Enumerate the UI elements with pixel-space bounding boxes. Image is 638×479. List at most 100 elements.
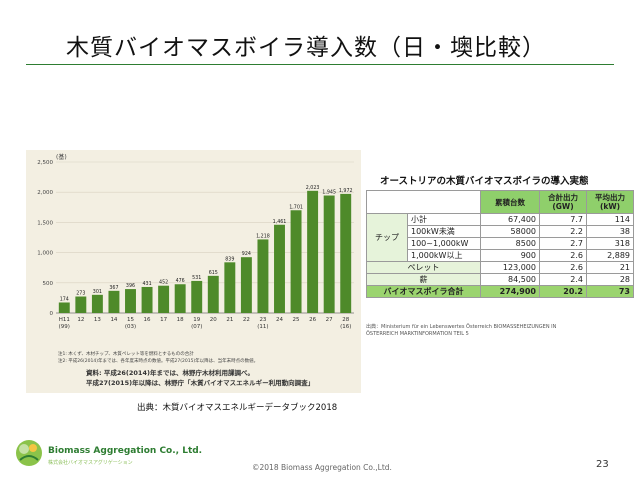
bar (323, 195, 335, 313)
table-row: 100kW未満 58000 2.2 38 (367, 225, 634, 238)
cell-kw: 318 (586, 237, 634, 250)
bar-value-label: 301 (93, 289, 102, 295)
cell-gw: 2.4 (539, 273, 587, 286)
cell-count: 58000 (480, 225, 540, 238)
company-logo: Biomass Aggregation Co., Ltd. 株式会社バイオマスア… (14, 438, 202, 472)
bar (307, 190, 319, 313)
bar (91, 294, 103, 313)
table-source-line-2: ÖSTERREICH MARKTINFORMATION TEIL 5 (366, 331, 469, 337)
bar-value-label: 273 (76, 291, 85, 297)
austria-boiler-table: 累積台数 合計出力 (GW) 平均出力 (kW) チップ 小計 67,400 7.7… (366, 190, 634, 298)
cell-kw: 28 (586, 273, 634, 286)
bar-value-label: 396 (126, 283, 135, 289)
y-tick-label: 2,500 (37, 160, 53, 166)
x-tick-label: 25 (293, 317, 300, 323)
bar-value-label: 615 (209, 270, 218, 276)
bar (240, 257, 252, 313)
source-caption: 出典：木質バイオマスエネルギーデータブック2018 (137, 403, 338, 413)
cell-gw: 2.7 (539, 237, 587, 250)
x-tick-label: 19 (193, 317, 200, 323)
bar (158, 285, 170, 313)
x-tick-label: 18 (177, 317, 184, 323)
bar-value-label: 1,218 (256, 233, 270, 239)
cell-kw: 2,889 (586, 249, 634, 262)
bar-value-label: 1,701 (289, 204, 303, 210)
bar (75, 296, 87, 313)
y-tick-label: 1,500 (37, 220, 53, 226)
x-tick-label: 15 (127, 317, 134, 323)
cell-kw: 73 (586, 285, 634, 298)
bar (257, 239, 269, 313)
bar (108, 290, 120, 313)
bar (191, 280, 203, 313)
cell-gw: 2.6 (539, 249, 587, 262)
cell-count: 123,000 (480, 261, 540, 274)
x-tick-sublabel: (03) (125, 324, 136, 330)
bar (141, 286, 153, 313)
cell-gw: 7.7 (539, 213, 587, 226)
japan-boiler-chart: (基) 0 500 1,000 1,500 2,000 2,500 174 H11 (99) 27… (26, 150, 361, 393)
logo-company-name: Biomass Aggregation Co., Ltd. (48, 446, 203, 456)
bar (224, 262, 236, 313)
table-row: チップ 小計 67,400 7.7 114 (366, 213, 634, 262)
x-tick-label: 14 (110, 317, 117, 323)
bar-value-label: 367 (109, 285, 118, 291)
bar-value-label: 174 (60, 296, 69, 302)
row-label: 100~1,000kW (407, 237, 481, 250)
table-row: ペレット 123,000 2.6 21 (366, 261, 634, 274)
cell-gw: 20.2 (539, 285, 587, 298)
logo-mark-icon (16, 440, 42, 466)
page-number: 23 (596, 459, 609, 470)
bar-value-label: 476 (176, 278, 185, 284)
chip-group-label: チップ (366, 213, 408, 262)
table-source-line-1: 出典：Ministerium für ein Lebenswertes Öste… (366, 324, 557, 330)
chart-note-1: 注1: 木くず、木材チップ、木質ペレット等を燃料とするものの合計 (58, 352, 194, 357)
cell-kw: 21 (586, 261, 634, 274)
x-tick-label: 21 (226, 317, 233, 323)
x-tick-label: 13 (94, 317, 101, 323)
y-tick-label: 1,000 (37, 251, 53, 257)
chart-source-2: 平成27(2015)年以降は、林野庁「木質バイオマスエネルギー利用動向調査」 (86, 379, 315, 387)
cell-count: 900 (480, 249, 540, 262)
row-label: 小計 (407, 213, 481, 226)
bar-value-label: 839 (225, 256, 234, 262)
cell-gw: 2.2 (539, 225, 587, 238)
x-tick-label: 28 (342, 317, 349, 323)
x-tick-label: 27 (326, 317, 333, 323)
bar (340, 193, 352, 313)
bar-value-label: 431 (142, 281, 151, 287)
y-tick-label: 2,000 (37, 190, 53, 196)
bar-value-label: 1,945 (322, 190, 336, 196)
table-row: 薪 84,500 2.4 28 (366, 273, 634, 286)
row-label: バイオマスボイラ合計 (366, 285, 481, 298)
header-count: 累積台数 (480, 190, 540, 214)
header-kw: 平均出力 (kW) (586, 190, 634, 214)
x-tick-label: 16 (144, 317, 151, 323)
table-source: 出典：Ministerium für ein Lebenswertes Öste… (366, 324, 634, 338)
x-tick-label: H11 (59, 317, 70, 323)
row-label: 100kW未満 (407, 225, 481, 238)
x-tick-label: 24 (276, 317, 283, 323)
bar (174, 284, 186, 313)
bar (125, 289, 136, 313)
x-tick-sublabel: (99) (59, 324, 70, 330)
table-row: 100~1,000kW 8500 2.7 318 (367, 237, 634, 250)
copyright-text: ©2018 Biomass Aggregation Co.,Ltd. (252, 463, 392, 472)
table-corner (366, 190, 481, 214)
x-tick-label: 20 (210, 317, 217, 323)
bar-value-label: 924 (242, 251, 251, 257)
bar-value-label: 1,461 (273, 219, 287, 225)
x-tick-label: 23 (259, 317, 266, 323)
bar (58, 302, 70, 313)
logo-company-subtitle: 株式会社バイオマスアグリゲーション (48, 460, 133, 466)
page-title: 木質バイオマスボイラ導入数（日・墺比較） (66, 35, 546, 61)
x-tick-sublabel: (07) (191, 324, 202, 330)
cell-kw: 38 (586, 225, 634, 238)
title-divider (26, 64, 614, 65)
cell-gw: 2.6 (539, 261, 587, 274)
y-unit-label: (基) (56, 154, 67, 161)
cell-kw: 114 (586, 213, 634, 226)
x-tick-label: 26 (309, 317, 316, 323)
cell-count: 67,400 (480, 213, 540, 226)
x-tick-label: 12 (77, 317, 84, 323)
